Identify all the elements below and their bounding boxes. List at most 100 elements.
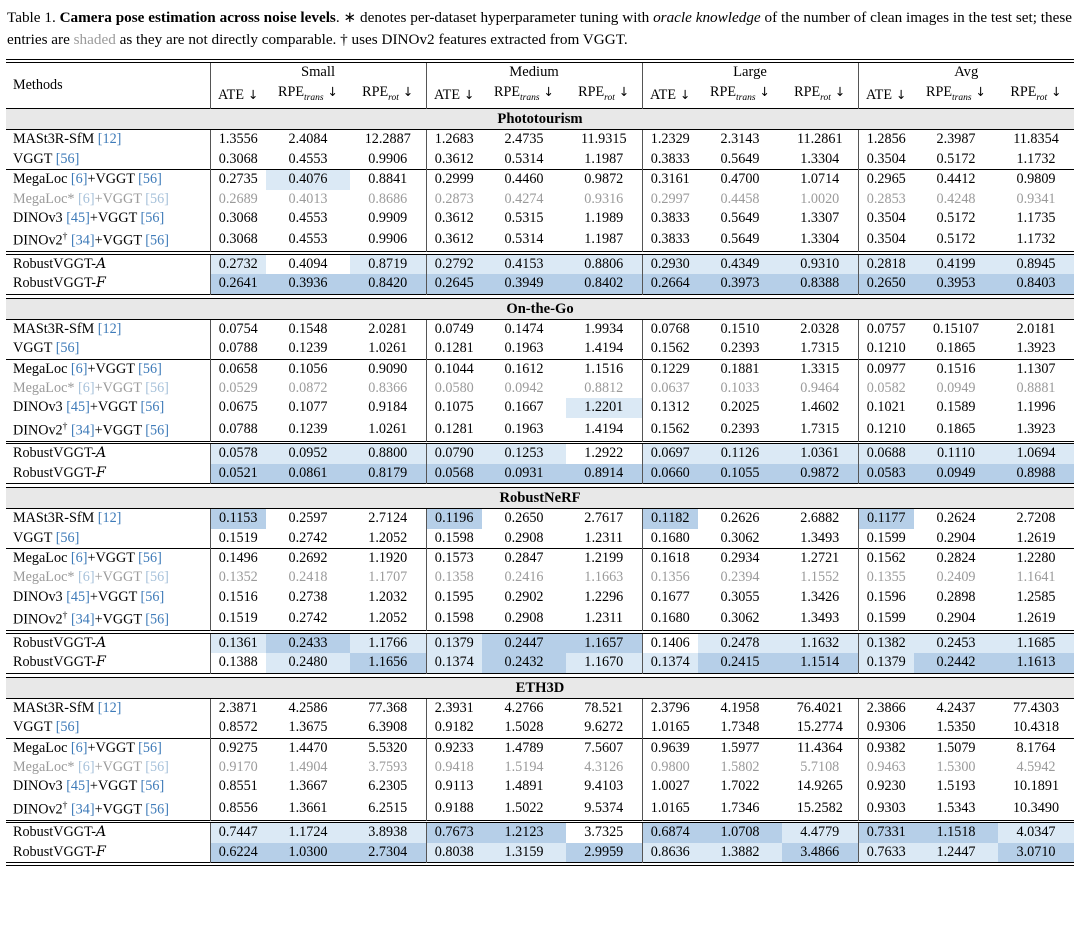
citation-link[interactable]: [45] xyxy=(66,588,90,605)
citation-link[interactable]: [12] xyxy=(97,131,122,148)
metric-cell: 0.9909 xyxy=(368,209,408,226)
metric-cell: 0.0529 xyxy=(209,379,266,399)
citation-link[interactable]: [12] xyxy=(97,510,122,527)
citation-link[interactable]: [56] xyxy=(145,422,169,439)
metric-cell: 0.0768 xyxy=(641,318,698,340)
metric-cell: 0.2394 xyxy=(720,569,760,586)
metric-cell: 1.7315 xyxy=(800,340,840,357)
metric-cell: 1.0261 xyxy=(368,420,408,437)
citation-link[interactable]: [12] xyxy=(97,699,122,716)
metric-cell: 0.4094 xyxy=(266,253,350,275)
metric-cell: 0.1595 xyxy=(425,587,482,608)
citation-link[interactable]: [56] xyxy=(145,569,169,586)
citation-link[interactable]: [56] xyxy=(140,399,165,416)
metric-cell: 0.5649 xyxy=(720,209,760,226)
metric-cell: 78.521 xyxy=(566,697,642,719)
citation-link[interactable]: [6] xyxy=(70,171,88,188)
metric-cell: 1.5300 xyxy=(936,758,976,775)
citation-link[interactable]: [56] xyxy=(55,529,80,546)
metric-cell: 0.3068 xyxy=(209,149,266,170)
metric-cell: 6.2305 xyxy=(368,778,408,795)
citation-link[interactable]: [56] xyxy=(140,588,165,605)
metric-cell: 0.0788 xyxy=(209,417,266,442)
metric-cell: 0.0872 xyxy=(288,380,328,396)
citation-link[interactable]: [6] xyxy=(70,550,88,567)
caption-segment: oracle knowledge xyxy=(653,9,761,26)
method-name-text: +VGGT xyxy=(89,209,141,226)
citation-link[interactable]: [45] xyxy=(66,209,90,226)
citation-link[interactable]: [6] xyxy=(78,569,95,586)
table-row: MegaLoc* [6]+VGGT [56] 0.0529 0.0872 0.8366… xyxy=(6,379,1074,399)
metric-cell: 11.9315 xyxy=(566,129,642,150)
citation-link[interactable]: [34] xyxy=(70,612,95,629)
metric-cell: 1.4602 xyxy=(800,399,840,416)
citation-link[interactable]: [56] xyxy=(145,380,169,396)
citation-link[interactable]: [56] xyxy=(145,233,169,250)
metric-cell: 0.3612 xyxy=(425,149,482,170)
metric-cell: 0.1589 xyxy=(936,399,976,416)
citation-link[interactable]: [56] xyxy=(140,778,165,795)
metric-cell: 0.9341 xyxy=(1016,190,1056,207)
table-row: DINOv3 [45]+VGGT [56] 0.0675 0.1077 0.9184 0… xyxy=(6,398,1074,418)
metric-cell: 0.2025 xyxy=(720,399,760,416)
metric-cell: 1.4891 xyxy=(504,778,544,795)
citation-link[interactable]: [56] xyxy=(138,171,162,188)
metric-cell: 0.2478 xyxy=(698,632,782,654)
metric-cell: 0.9303 xyxy=(857,796,914,821)
metric-cell: 0.0757 xyxy=(857,318,914,340)
citation-link[interactable]: [34] xyxy=(70,422,95,439)
metric-cell: 0.4460 xyxy=(482,169,566,190)
citation-link[interactable]: [6] xyxy=(70,360,88,377)
metric-cell: 2.4735 xyxy=(482,129,566,150)
citation-link[interactable]: [56] xyxy=(145,758,169,775)
metric-cell: 0.1177 xyxy=(857,508,914,529)
citation-link[interactable]: [45] xyxy=(66,399,90,416)
method-name-text: +VGGT xyxy=(87,739,139,756)
citation-link[interactable]: [56] xyxy=(138,550,162,567)
metric-cell: 0.8988 xyxy=(998,463,1074,484)
metric-cell: 0.2738 xyxy=(288,588,328,605)
citation-link[interactable]: [56] xyxy=(145,190,169,207)
metric-cell: 0.1516 xyxy=(209,587,266,608)
metric-subscript: rot xyxy=(1036,92,1048,103)
metric-name: RPE xyxy=(1010,84,1037,101)
citation-link[interactable]: [34] xyxy=(70,233,95,250)
metric-cell: 1.1987 xyxy=(584,231,624,248)
citation-link[interactable]: [12] xyxy=(97,320,122,337)
table-row: DINOv3 [45]+VGGT [56] 0.1516 0.2738 1.2032 0… xyxy=(6,587,1074,608)
method-cell: VGGT [56] xyxy=(6,529,210,549)
citation-link[interactable]: [6] xyxy=(78,758,95,775)
metric-cell: 0.8719 xyxy=(350,253,426,275)
metric-name: ATE xyxy=(650,86,677,103)
citation-link[interactable]: [56] xyxy=(55,719,80,736)
citation-link[interactable]: [56] xyxy=(55,340,80,357)
citation-link[interactable]: [6] xyxy=(70,739,88,756)
citation-link[interactable]: [56] xyxy=(138,360,162,377)
metric-cell: 0.9316 xyxy=(584,190,624,207)
citation-link[interactable]: [56] xyxy=(145,612,169,629)
citation-link[interactable]: [34] xyxy=(70,801,95,818)
metric-subscript: rot xyxy=(604,92,615,103)
metric-name: ATE xyxy=(218,86,245,103)
metric-cell: 76.4021 xyxy=(782,697,858,719)
method-cell: DINOv2† [34]+VGGT [56] xyxy=(6,418,210,442)
method-cell: RobustVGGT-A xyxy=(6,822,210,843)
citation-link[interactable]: [45] xyxy=(66,778,90,795)
metric-cell: 0.9809 xyxy=(998,169,1074,190)
metric-cell: 0.1667 xyxy=(504,399,544,416)
dataset-section-title: On-the-Go xyxy=(6,297,1074,320)
citation-link[interactable]: [6] xyxy=(78,380,95,396)
metric-cell: 0.3949 xyxy=(482,274,566,295)
citation-link[interactable]: [6] xyxy=(78,190,95,207)
metric-cell: 0.2650 xyxy=(857,274,914,295)
citation-link[interactable]: [56] xyxy=(55,150,80,167)
metric-cell: 1.2280 xyxy=(998,548,1074,569)
metric-cell: 0.2853 xyxy=(857,189,914,209)
citation-link[interactable]: [56] xyxy=(140,209,165,226)
metric-cell: 1.5079 xyxy=(914,737,998,758)
metric-cell: 0.0949 xyxy=(936,380,976,396)
citation-link[interactable]: [56] xyxy=(145,801,169,818)
citation-link[interactable]: [56] xyxy=(138,739,162,756)
table-row: VGGT [56] 0.8572 1.3675 6.3908 0.9182 1.5028 9… xyxy=(6,718,1074,739)
table-row: DINOv3 [45]+VGGT [56] 0.8551 1.3667 6.2305 0… xyxy=(6,777,1074,797)
